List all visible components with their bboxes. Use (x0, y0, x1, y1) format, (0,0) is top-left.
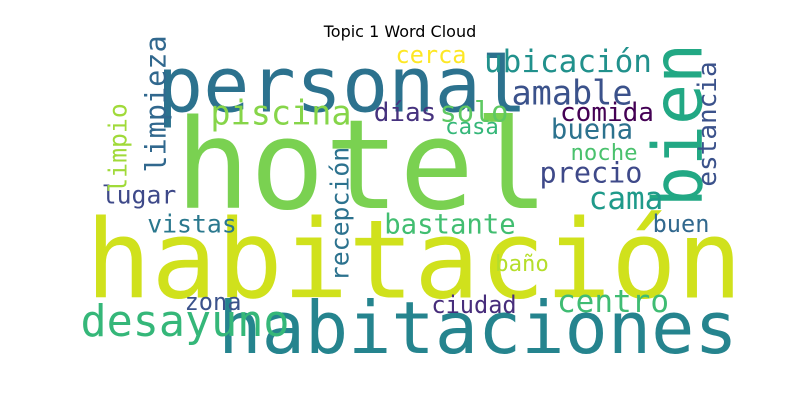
word-ubicación: ubicación (484, 44, 652, 80)
word-estancia: estancia (693, 61, 723, 186)
word-lugar: lugar (102, 181, 177, 210)
chart-title: Topic 1 Word Cloud (323, 22, 477, 41)
word-limpio: limpio (104, 103, 133, 193)
word-habitaciones: habitaciones (218, 286, 737, 370)
word-días: días (374, 98, 437, 128)
word-piscina: piscina (210, 94, 351, 133)
word-desayuno: desayuno (81, 297, 290, 347)
word-noche: noche (570, 140, 637, 166)
word-habitación: habitación (86, 197, 743, 324)
word-precio: precio (540, 157, 643, 190)
word-hotel: hotel (175, 94, 548, 238)
word-recepción: recepción (326, 147, 355, 281)
word-limpieza: limpieza (140, 35, 173, 172)
word-vistas: vistas (147, 210, 237, 239)
word-solo: solo (440, 96, 509, 129)
word-bien: bien (640, 43, 719, 207)
word-bastante: bastante (384, 210, 515, 241)
word-buen: buen (653, 210, 710, 238)
word-ciudad: ciudad (431, 291, 516, 319)
word-comida: comida (560, 98, 654, 128)
word-cama: cama (589, 181, 664, 217)
word-personal: personal (157, 42, 527, 131)
word-amable: amable (511, 74, 632, 113)
word-cerca: cerca (395, 41, 466, 69)
word-baño: baño (495, 251, 549, 277)
word-casa: casa (445, 114, 499, 140)
word-buena: buena (551, 115, 633, 146)
word-centro: centro (557, 284, 669, 320)
word-zona: zona (185, 288, 242, 316)
